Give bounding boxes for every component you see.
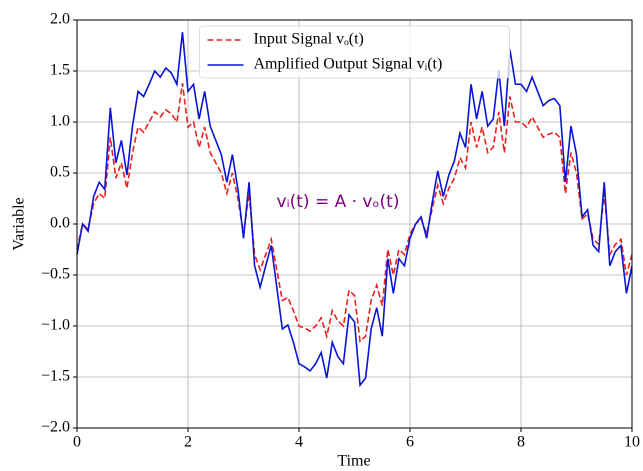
x-tick-label: 8 (517, 434, 525, 451)
y-tick-label: 1.5 (50, 62, 70, 79)
x-axis-label: Time (337, 453, 370, 470)
y-tick-label: 2.0 (50, 11, 70, 28)
y-tick-label: 1.0 (50, 113, 70, 130)
y-axis-label: Variable (11, 197, 28, 250)
series-line (76, 32, 633, 388)
y-tick-label: −1.0 (41, 317, 70, 334)
y-tick-label: 0.5 (50, 164, 70, 181)
series-line (76, 83, 633, 343)
x-tick-label: 4 (295, 434, 303, 451)
legend-label: Amplified Output Signal vᵢ(t) (254, 56, 443, 73)
x-tick-label: 0 (73, 434, 81, 451)
x-tick-label: 10 (624, 434, 640, 451)
y-tick-label: −0.5 (41, 266, 70, 283)
annotation: vᵢ(t) = A · vₒ(t) (277, 192, 400, 212)
y-tick-label: −1.5 (41, 368, 70, 385)
legend: Input Signal vₒ(t) Amplified Output Signa… (199, 25, 510, 79)
x-tick-label: 6 (406, 434, 414, 451)
y-tick-label: −2.0 (41, 419, 70, 436)
plot-frame (76, 19, 633, 429)
legend-label: Input Signal vₒ(t) (254, 31, 364, 48)
x-tick-label: 2 (184, 434, 192, 451)
legend-box (199, 25, 510, 79)
y-tick-label: 0.0 (50, 215, 70, 232)
